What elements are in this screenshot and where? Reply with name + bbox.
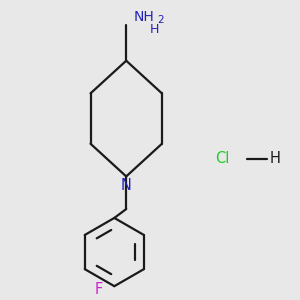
Text: H: H <box>150 22 159 35</box>
Text: Cl: Cl <box>215 151 230 166</box>
Text: F: F <box>94 282 102 297</box>
Text: N: N <box>121 178 132 193</box>
Text: 2: 2 <box>157 15 164 25</box>
Text: NH: NH <box>134 10 154 24</box>
Text: H: H <box>270 151 281 166</box>
